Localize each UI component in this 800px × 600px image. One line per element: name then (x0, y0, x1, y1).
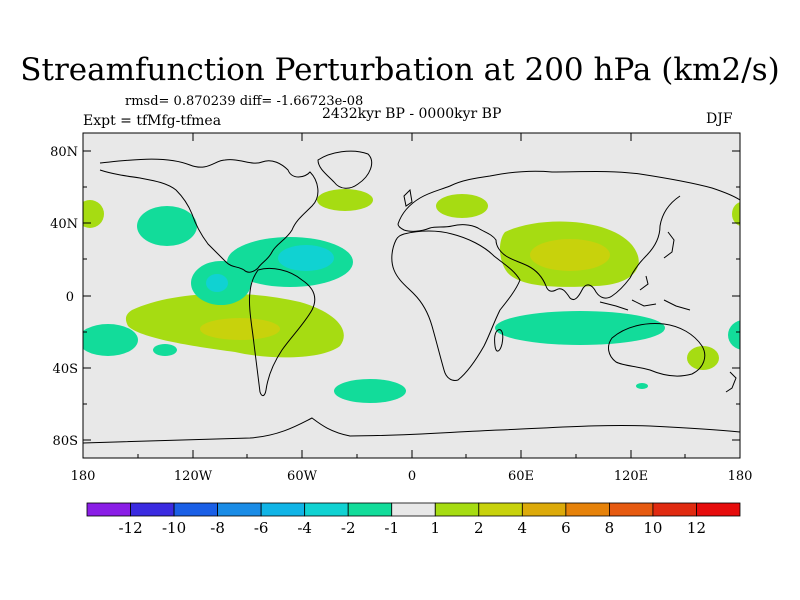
anomaly-neg-small-sp (636, 383, 648, 389)
colorbar-swatch (304, 502, 349, 517)
coast-europe-asia (397, 170, 740, 301)
colorbar-label: 6 (561, 519, 571, 537)
colorbar-swatch (696, 502, 741, 517)
anomaly-pos-europe (436, 194, 488, 218)
colorbar-label: -12 (118, 519, 142, 537)
colorbar-swatch (652, 502, 697, 517)
coast-south-america (249, 267, 316, 397)
anomaly-neg-npacific (137, 206, 197, 246)
colorbar-swatch (173, 502, 218, 517)
anomaly-core-spacific (200, 318, 280, 340)
colorbar-swatch (260, 502, 306, 517)
coast-australia (608, 323, 706, 377)
anomaly-neg-small-south (153, 344, 177, 356)
colorbar-label: 8 (605, 519, 615, 537)
coast-africa (391, 230, 521, 381)
coast-japan (663, 231, 675, 259)
colorbar-swatch (217, 502, 262, 517)
anomaly-neg-westedge (83, 324, 138, 356)
stats-text: rmsd= 0.870239 diff= -1.66723e-08 (125, 94, 364, 109)
colorbar-swatch (391, 502, 436, 517)
anomaly-core-asia (530, 239, 610, 271)
map-title: Streamfunction Perturbation at 200 hPa (… (20, 52, 780, 88)
lat-labels: 80N 40N 0 40S 80S (50, 145, 78, 449)
experiment-text: Expt = tfMfg-tfmea (83, 113, 222, 129)
lon-label-120e: 120E (614, 469, 648, 484)
colorbar-swatch (565, 502, 610, 517)
lon-ticks (137, 133, 686, 458)
colorbar-swatch (434, 502, 480, 517)
lon-labels: 180 120W 60W 0 60E 120E 180 (71, 469, 753, 484)
season-text: DJF (706, 111, 733, 127)
colorbar-label: -6 (254, 519, 269, 537)
lon-label-120w: 120W (174, 469, 213, 484)
lon-label-0: 0 (408, 469, 416, 484)
colorbar-label: -2 (341, 519, 356, 537)
anomaly-neg-eastedge (728, 320, 740, 350)
colorbar-swatch (130, 502, 175, 517)
colorbar-label: -1 (384, 519, 399, 537)
colorbar-label: 12 (687, 519, 706, 537)
anomaly-core-mexico (278, 245, 334, 271)
colorbar (86, 502, 741, 517)
lat-label-80s: 80S (53, 434, 78, 449)
anomaly-neg-southatlantic (334, 379, 406, 403)
colorbar-label: -10 (162, 519, 186, 537)
colorbar-label: 1 (430, 519, 440, 537)
coast-antarctica (83, 417, 740, 444)
colorbar-swatch (478, 502, 523, 517)
coast-new-zealand (725, 371, 737, 393)
period-text: 2432kyr BP - 0000kyr BP (322, 106, 502, 122)
colorbar-swatch (347, 502, 393, 517)
lat-ticks (83, 150, 740, 441)
colorbar-label: 10 (643, 519, 662, 537)
colorbar-swatch (609, 502, 654, 517)
colorbar-label: 4 (518, 519, 528, 537)
colorbar-label: -4 (297, 519, 312, 537)
anomaly-pos-natlantic (317, 189, 373, 211)
lon-label-60w: 60W (287, 469, 318, 484)
anomaly-pos-tasman (687, 346, 719, 370)
lat-label-40s: 40S (53, 362, 78, 377)
shading-layer (83, 189, 740, 403)
anomaly-neg-indianocean (495, 311, 665, 345)
anomaly-core-eastpacific (206, 274, 228, 292)
lon-label-180w: 180 (71, 469, 96, 484)
coast-madagascar (494, 329, 504, 352)
lat-label-0: 0 (66, 290, 74, 305)
anomaly-pos-npacific-west (83, 200, 104, 228)
lon-label-180e: 180 (728, 469, 753, 484)
lon-label-60e: 60E (508, 469, 534, 484)
lat-label-80n: 80N (50, 145, 78, 160)
coast-indonesia (599, 275, 691, 311)
colorbar-labels: -12 -10 -8 -6 -4 -2 -1 1 2 4 6 8 10 12 (118, 519, 706, 537)
colorbar-label: -8 (210, 519, 225, 537)
coast-greenland (317, 150, 373, 189)
lat-label-40n: 40N (50, 217, 78, 232)
coast-uk (403, 188, 413, 207)
coast-north-america (99, 158, 319, 273)
anomaly-pos-eastedge-north (732, 202, 740, 226)
colorbar-swatch (86, 502, 131, 517)
colorbar-swatch (521, 502, 567, 517)
colorbar-label: 2 (474, 519, 484, 537)
coastlines (83, 150, 740, 444)
map-background (83, 133, 740, 458)
